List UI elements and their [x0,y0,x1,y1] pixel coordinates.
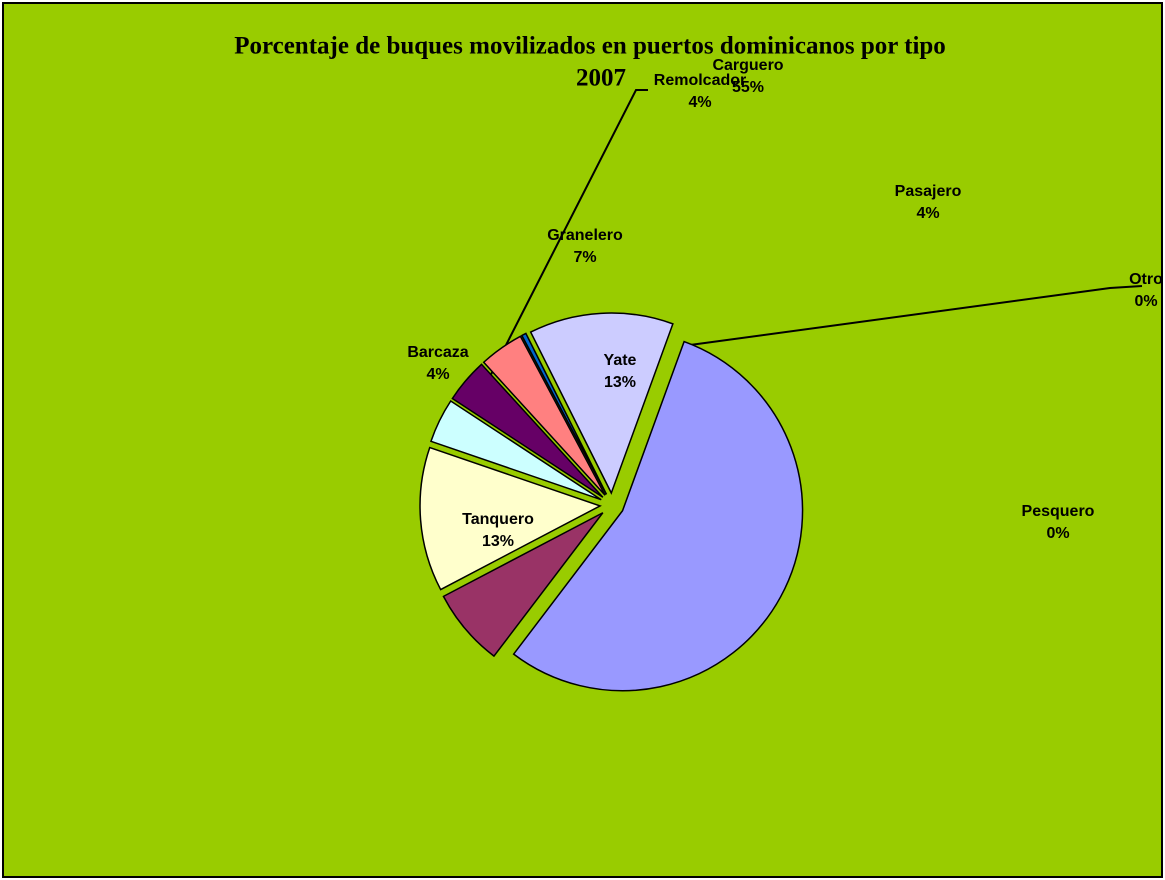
data-label-value: 4% [916,205,939,222]
data-label-name: Pesquero [1022,503,1095,520]
chart-title: Porcentaje de buques movilizados en puer… [234,33,946,60]
data-label-name: Yate [604,352,637,369]
data-label-name: Tanquero [462,511,534,528]
data-label-name: Pasajero [895,183,962,200]
data-label-value: 55% [732,79,764,96]
data-label-name: Otro [1129,271,1163,288]
data-label-name: Carguero [712,57,783,74]
leader-line [689,285,1143,346]
chart-subtitle: 2007 [576,65,626,92]
data-label-name: Barcaza [407,344,468,361]
leader-line [477,89,648,401]
pie-slice [451,363,604,498]
data-label-value: 0% [1046,525,1069,542]
data-label-value: 13% [604,374,636,391]
data-label-name: Granelero [547,227,623,244]
pie-slice [520,332,608,495]
pie-slice [419,446,602,591]
data-label-value: 7% [573,249,596,266]
data-label-value: 13% [482,533,514,550]
data-label-value: 0% [1134,293,1157,310]
data-label-name: Remolcador [654,72,746,89]
pie-slice [529,312,674,495]
data-label-value: 4% [688,94,711,111]
pie-slice [442,512,604,658]
pie-slice [482,335,606,496]
pie [419,312,804,692]
data-label-value: 4% [426,366,449,383]
pie-slice [430,399,602,501]
pie-slice [512,340,804,692]
